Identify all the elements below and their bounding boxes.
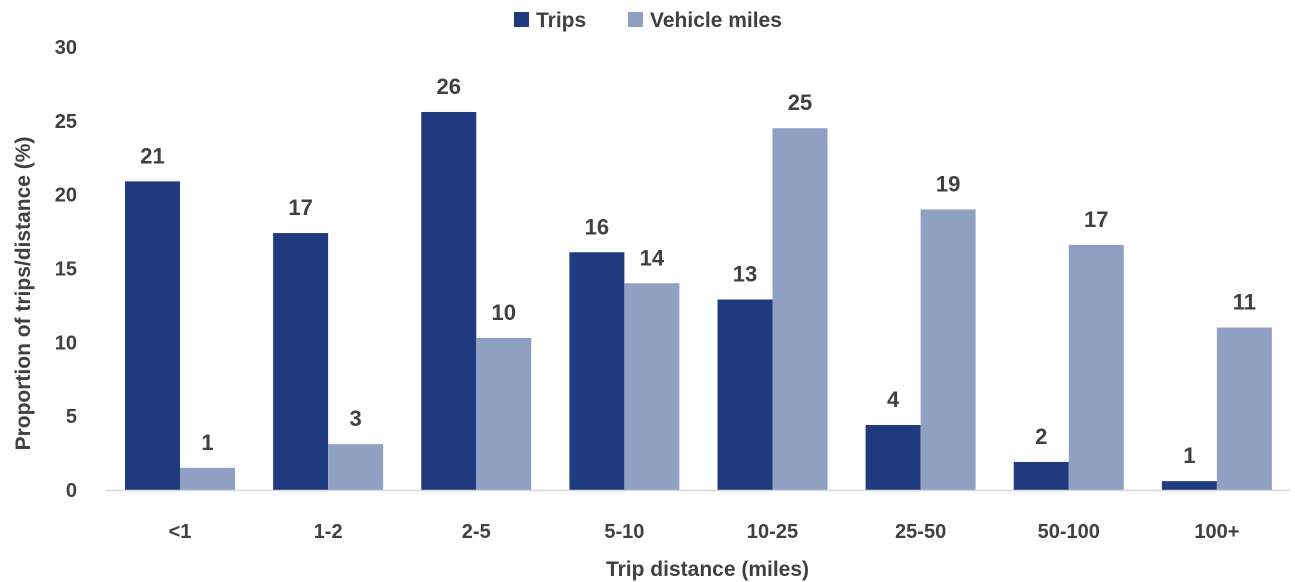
y-tick-label-2: 10 bbox=[55, 332, 77, 354]
x-tick-label-5: 25-50 bbox=[895, 521, 946, 543]
data-label-vehicle-miles-5: 19 bbox=[936, 171, 960, 196]
data-label-trips-6: 2 bbox=[1035, 424, 1047, 449]
legend-swatch-vehicle-miles bbox=[628, 12, 643, 27]
data-label-trips-0: 21 bbox=[140, 143, 164, 168]
data-label-vehicle-miles-6: 17 bbox=[1084, 207, 1108, 232]
bar-vehicle-miles-2 bbox=[476, 337, 532, 490]
bar-trips-1 bbox=[273, 233, 329, 490]
x-tick-label-3: 5-10 bbox=[604, 521, 644, 543]
y-tick-label-1: 5 bbox=[66, 406, 77, 428]
x-tick-label-6: 50-100 bbox=[1038, 521, 1100, 543]
bar-vehicle-miles-7 bbox=[1216, 327, 1272, 490]
data-label-vehicle-miles-2: 10 bbox=[492, 300, 516, 325]
bar-trips-3 bbox=[569, 252, 625, 490]
x-axis-title: Trip distance (miles) bbox=[606, 558, 809, 581]
legend: Trips Vehicle miles bbox=[514, 9, 782, 32]
data-label-vehicle-miles-0: 1 bbox=[201, 430, 213, 455]
bar-vehicle-miles-4 bbox=[772, 128, 828, 490]
data-label-trips-2: 26 bbox=[437, 74, 461, 99]
y-tick-label-5: 25 bbox=[55, 111, 77, 133]
bars bbox=[125, 111, 1272, 491]
bar-trips-5 bbox=[865, 425, 921, 490]
y-tick-label-3: 15 bbox=[55, 259, 77, 281]
data-label-trips-1: 17 bbox=[288, 195, 312, 220]
legend-label-vehicle-miles: Vehicle miles bbox=[650, 9, 782, 32]
bar-trips-4 bbox=[717, 299, 773, 490]
x-tick-label-7: 100+ bbox=[1194, 521, 1239, 543]
y-tick-label-0: 0 bbox=[66, 480, 77, 502]
x-axis-ticks: <1 1-2 2-5 5-10 10-25 25-50 50-100 100+ bbox=[169, 521, 1240, 543]
bar-vehicle-miles-0 bbox=[180, 467, 235, 490]
data-label-vehicle-miles-4: 25 bbox=[788, 90, 812, 115]
legend-label-trips: Trips bbox=[536, 9, 586, 32]
x-tick-label-0: <1 bbox=[169, 521, 192, 543]
data-label-vehicle-miles-3: 14 bbox=[640, 245, 665, 270]
data-label-vehicle-miles-7: 11 bbox=[1233, 290, 1256, 315]
bar-vehicle-miles-3 bbox=[624, 283, 680, 490]
bar-vehicle-miles-5 bbox=[920, 209, 976, 490]
bar-vehicle-miles-1 bbox=[328, 444, 384, 490]
data-label-trips-7: 1 bbox=[1183, 443, 1195, 468]
y-axis-title: Proportion of trips/distance (%) bbox=[12, 137, 35, 451]
data-label-trips-4: 13 bbox=[733, 262, 757, 287]
x-tick-label-1: 1-2 bbox=[314, 521, 343, 543]
bar-vehicle-miles-6 bbox=[1068, 244, 1124, 490]
bar-trips-7 bbox=[1161, 481, 1217, 490]
data-label-trips-5: 4 bbox=[887, 387, 900, 412]
y-tick-label-4: 20 bbox=[55, 185, 77, 207]
y-tick-label-6: 30 bbox=[55, 37, 77, 59]
y-axis-ticks: 0 5 10 15 20 25 30 bbox=[55, 37, 77, 502]
bar-trips-2 bbox=[421, 111, 477, 491]
x-tick-label-2: 2-5 bbox=[462, 521, 491, 543]
x-tick-label-4: 10-25 bbox=[747, 521, 798, 543]
bar-trips-6 bbox=[1013, 461, 1069, 490]
legend-swatch-trips bbox=[514, 12, 529, 27]
bar-trips-0 bbox=[125, 181, 180, 491]
data-label-vehicle-miles-1: 3 bbox=[350, 406, 362, 431]
data-label-trips-3: 16 bbox=[585, 214, 609, 239]
